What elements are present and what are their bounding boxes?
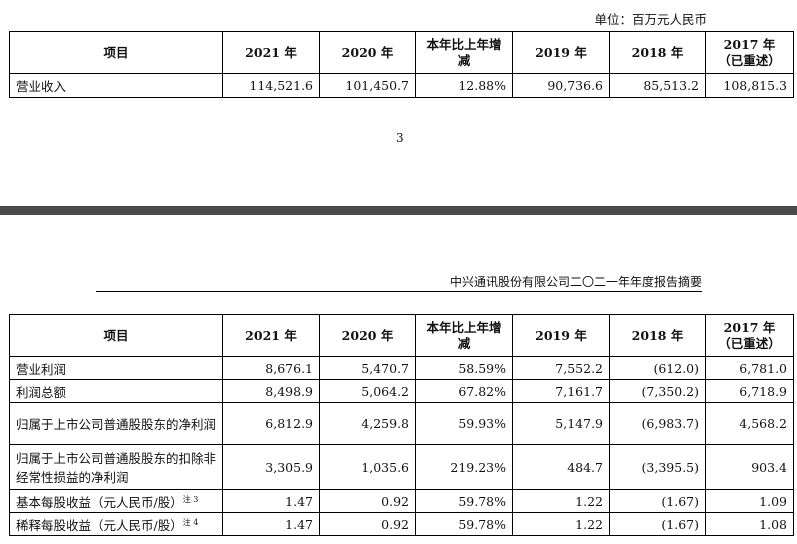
cell-change: 59.93% xyxy=(415,402,513,445)
cell-2018: (7,350.2) xyxy=(609,379,706,403)
cell-2019: 7,161.7 xyxy=(512,379,610,403)
cell-change: 59.78% xyxy=(415,512,513,536)
table-row: 基本每股收益（元人民币/股）注 3 1.47 0.92 59.78% 1.22 … xyxy=(9,489,794,513)
header-2021: 2021 年 xyxy=(222,314,320,357)
cell-2021: 3,305.9 xyxy=(222,444,320,490)
footnote-marker: 注 3 xyxy=(182,494,199,504)
cell-2021: 1.47 xyxy=(222,512,320,536)
header-item: 项目 xyxy=(9,314,223,357)
document-page-2: 中兴通讯股份有限公司二〇二一年年度报告摘要 项目 2021 年 2020 年 本… xyxy=(0,215,797,544)
cell-2017: 108,815.3 xyxy=(705,73,794,98)
row-label: 营业利润 xyxy=(9,356,223,380)
document-page-1: 单位：百万元人民币 项目 2021 年 2020 年 本年比上年增减 2019 … xyxy=(0,0,797,206)
cell-2021: 114,521.6 xyxy=(222,73,320,98)
cell-2017: 4,568.2 xyxy=(705,402,794,445)
cell-2017: 903.4 xyxy=(705,444,794,490)
header-change: 本年比上年增减 xyxy=(415,314,513,357)
header-2021: 2021 年 xyxy=(222,31,320,74)
cell-2018: (1.67) xyxy=(609,512,706,536)
cell-2018: (3,395.5) xyxy=(609,444,706,490)
header-2017: 2017 年（已重述） xyxy=(705,314,794,357)
cell-2018: (612.0) xyxy=(609,356,706,380)
cell-change: 59.78% xyxy=(415,489,513,513)
table-row: 营业利润 8,676.1 5,470.7 58.59% 7,552.2 (612… xyxy=(9,356,794,380)
header-2019: 2019 年 xyxy=(512,314,610,357)
cell-2017: 1.09 xyxy=(705,489,794,513)
cell-change: 58.59% xyxy=(415,356,513,380)
cell-2017: 6,718.9 xyxy=(705,379,794,403)
table-header-row: 项目 2021 年 2020 年 本年比上年增减 2019 年 2018 年 2… xyxy=(9,31,794,74)
header-rule xyxy=(96,291,702,292)
cell-2018: 85,513.2 xyxy=(609,73,706,98)
table-row: 营业收入 114,521.6 101,450.7 12.88% 90,736.6… xyxy=(9,73,794,98)
cell-2017: 1.08 xyxy=(705,512,794,536)
unit-label: 单位：百万元人民币 xyxy=(594,12,707,27)
cell-change: 67.82% xyxy=(415,379,513,403)
cell-2020: 4,259.8 xyxy=(319,402,416,445)
cell-2019: 5,147.9 xyxy=(512,402,610,445)
financial-table: 项目 2021 年 2020 年 本年比上年增减 2019 年 2018 年 2… xyxy=(9,314,794,536)
cell-2018: (1.67) xyxy=(609,489,706,513)
running-header: 中兴通讯股份有限公司二〇二一年年度报告摘要 xyxy=(449,275,702,289)
cell-2019: 1.22 xyxy=(512,512,610,536)
row-label: 归属于上市公司普通股股东的扣除非经常性损益的净利润 xyxy=(9,444,223,490)
row-label: 稀释每股收益（元人民币/股）注 4 xyxy=(9,512,223,536)
table-header-row: 项目 2021 年 2020 年 本年比上年增减 2019 年 2018 年 2… xyxy=(9,314,794,357)
cell-2021: 8,676.1 xyxy=(222,356,320,380)
row-label-text: 稀释每股收益（元人民币/股） xyxy=(16,517,183,533)
header-2018: 2018 年 xyxy=(609,31,706,74)
row-label: 归属于上市公司普通股股东的净利润 xyxy=(9,402,223,445)
row-label: 营业收入 xyxy=(9,73,223,98)
page-number: 3 xyxy=(396,131,404,145)
row-label-text: 基本每股收益（元人民币/股） xyxy=(16,494,183,510)
cell-2020: 0.92 xyxy=(319,489,416,513)
cell-2019: 7,552.2 xyxy=(512,356,610,380)
header-change: 本年比上年增减 xyxy=(415,31,513,74)
cell-2019: 484.7 xyxy=(512,444,610,490)
footnote-marker: 注 4 xyxy=(182,517,199,527)
row-label: 利润总额 xyxy=(9,379,223,403)
cell-2020: 101,450.7 xyxy=(319,73,416,98)
cell-2020: 5,064.2 xyxy=(319,379,416,403)
cell-2018: (6,983.7) xyxy=(609,402,706,445)
cell-change: 12.88% xyxy=(415,73,513,98)
cell-2021: 6,812.9 xyxy=(222,402,320,445)
cell-2019: 1.22 xyxy=(512,489,610,513)
table-row: 稀释每股收益（元人民币/股）注 4 1.47 0.92 59.78% 1.22 … xyxy=(9,512,794,536)
revenue-table: 项目 2021 年 2020 年 本年比上年增减 2019 年 2018 年 2… xyxy=(9,31,794,98)
table-row: 归属于上市公司普通股股东的净利润 6,812.9 4,259.8 59.93% … xyxy=(9,402,794,445)
cell-2017: 6,781.0 xyxy=(705,356,794,380)
table-row: 利润总额 8,498.9 5,064.2 67.82% 7,161.7 (7,3… xyxy=(9,379,794,403)
header-2019: 2019 年 xyxy=(512,31,610,74)
table-row: 归属于上市公司普通股股东的扣除非经常性损益的净利润 3,305.9 1,035.… xyxy=(9,444,794,490)
header-item: 项目 xyxy=(9,31,223,74)
header-2017: 2017 年（已重述） xyxy=(705,31,794,74)
cell-2021: 1.47 xyxy=(222,489,320,513)
cell-2021: 8,498.9 xyxy=(222,379,320,403)
header-2018: 2018 年 xyxy=(609,314,706,357)
cell-2020: 5,470.7 xyxy=(319,356,416,380)
row-label: 基本每股收益（元人民币/股）注 3 xyxy=(9,489,223,513)
header-2020: 2020 年 xyxy=(319,31,416,74)
header-2020: 2020 年 xyxy=(319,314,416,357)
cell-2020: 1,035.6 xyxy=(319,444,416,490)
cell-2019: 90,736.6 xyxy=(512,73,610,98)
cell-change: 219.23% xyxy=(415,444,513,490)
cell-2020: 0.92 xyxy=(319,512,416,536)
